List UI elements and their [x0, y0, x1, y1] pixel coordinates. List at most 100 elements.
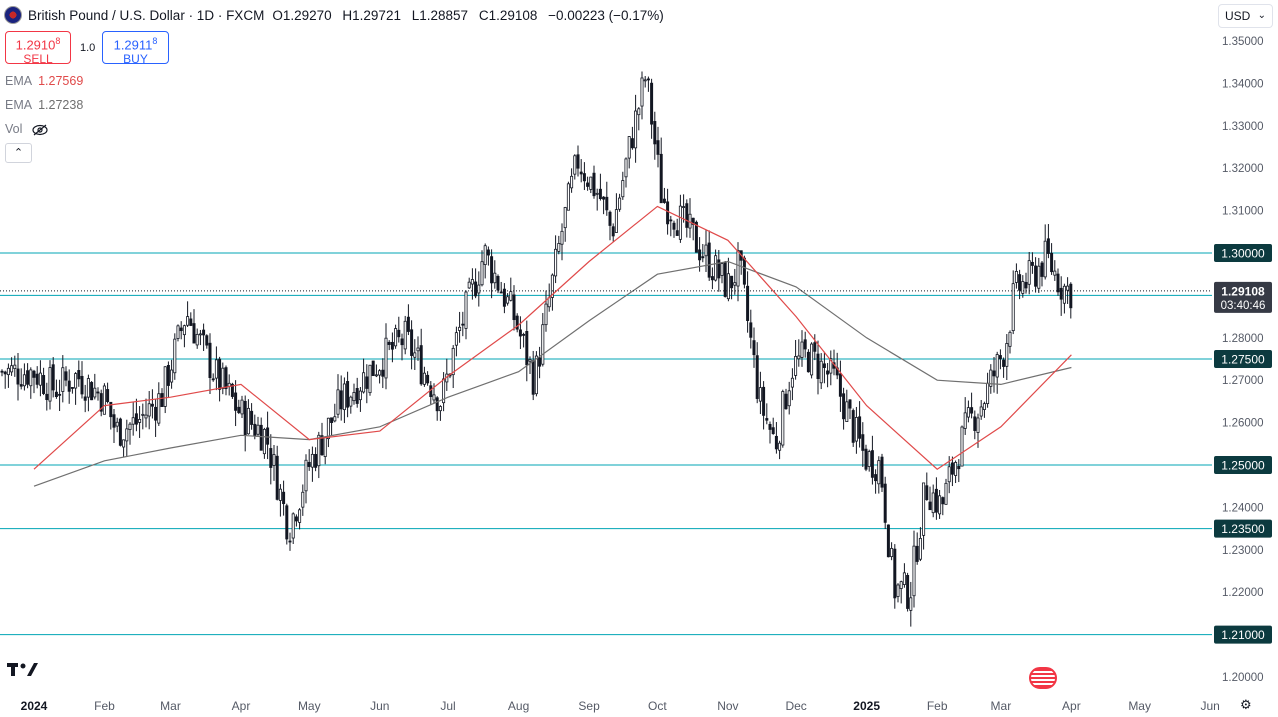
level-label: 1.21000 — [1221, 628, 1265, 642]
candle-body — [29, 369, 33, 387]
candle-body — [803, 339, 807, 350]
candle-body — [198, 333, 202, 336]
price-tick-label: 1.26000 — [1222, 418, 1264, 430]
candle-body — [403, 320, 407, 350]
low-value: 1.28857 — [419, 7, 469, 23]
candle-body — [243, 400, 247, 436]
candle-body — [794, 356, 798, 376]
candle-body — [573, 155, 577, 175]
candle-body — [35, 373, 39, 385]
candle-body — [621, 180, 625, 198]
candle-body — [301, 491, 305, 508]
eye-hidden-icon[interactable] — [32, 124, 48, 136]
candle-body — [333, 416, 337, 422]
time-tick-label: Mar — [160, 699, 181, 713]
candle-body — [150, 403, 154, 407]
candle-body — [826, 370, 830, 375]
candle-body — [1066, 285, 1070, 291]
candle-body — [422, 372, 426, 385]
candle-body — [13, 364, 17, 370]
current-price-bg — [1214, 281, 1272, 313]
candle-body — [848, 399, 852, 409]
candle-body — [896, 584, 900, 597]
tradingview-logo[interactable] — [7, 660, 39, 684]
candle-body — [173, 338, 177, 374]
candle-body — [413, 352, 417, 358]
ema-fast-legend[interactable]: EMA 1.27569 — [5, 74, 83, 88]
candle-body — [61, 367, 65, 392]
close-key: C — [478, 7, 489, 23]
candle-body — [704, 244, 708, 257]
candle-body — [352, 392, 356, 402]
settings-gear-icon[interactable]: ⚙ — [1240, 697, 1252, 712]
candle-body — [944, 482, 948, 505]
candle-body — [138, 419, 142, 423]
candle-body — [80, 375, 84, 395]
time-tick-label: Mar — [991, 699, 1012, 713]
time-axis[interactable]: 2024 Feb Mar Apr May Jun Jul Aug Sep Oct Nov Dec 202… — [21, 699, 1220, 713]
candle-body — [163, 366, 167, 407]
candle-body — [90, 382, 94, 401]
candle-body — [48, 367, 52, 402]
candle-body — [861, 434, 865, 451]
candle-body — [765, 418, 769, 421]
order-quantity[interactable]: 1.0 — [80, 42, 96, 54]
candle-body — [522, 333, 526, 336]
candle-body — [752, 340, 756, 356]
symbol-title[interactable]: British Pound / U.S. Dollar · 1D · FXCM — [28, 7, 265, 23]
economic-events-icon[interactable] — [1029, 667, 1057, 689]
time-tick-label: Feb — [927, 699, 948, 713]
candle-body — [189, 318, 193, 326]
ema-slow-legend[interactable]: EMA 1.27238 — [5, 98, 83, 112]
candle-body — [614, 209, 618, 233]
candle-body — [758, 387, 762, 402]
candle-body — [250, 410, 254, 425]
candle-body — [710, 276, 714, 281]
candle-body — [877, 460, 881, 485]
candle-body — [918, 537, 922, 560]
candle-body — [842, 393, 846, 420]
time-tick-label: Oct — [648, 699, 667, 713]
candle-body — [838, 373, 842, 397]
price-tick-label: 1.20000 — [1222, 672, 1264, 684]
candle-body — [224, 367, 228, 390]
candle-body — [810, 343, 814, 376]
candle-body — [125, 428, 129, 442]
candle-body — [419, 345, 423, 385]
candle-body — [202, 329, 206, 336]
candle-body — [70, 387, 74, 389]
candle-body — [307, 461, 311, 467]
collapse-legend-button[interactable]: ⌃ — [5, 143, 32, 163]
time-tick-label: Jul — [440, 699, 455, 713]
candle-body — [253, 423, 257, 437]
ema-slow-line — [33, 260, 1072, 487]
price-tick-label: 1.32000 — [1222, 163, 1264, 175]
candle-body — [874, 474, 878, 482]
candle-body — [474, 281, 478, 297]
horizontal-levels[interactable] — [0, 252, 1212, 636]
candle-body — [538, 357, 542, 367]
candle-body — [438, 406, 442, 412]
buy-button[interactable]: 1.29118 BUY — [102, 31, 169, 66]
candle-body — [240, 399, 244, 415]
candle-body — [650, 82, 654, 125]
close-value: 1.29108 — [488, 7, 538, 23]
candle-body — [957, 466, 961, 470]
candle-body — [992, 370, 996, 377]
candle-body — [470, 279, 474, 285]
volume-legend[interactable]: Vol — [5, 122, 48, 136]
candle-body — [662, 198, 666, 203]
candle-body — [608, 211, 612, 226]
price-axis[interactable]: 1.35000 1.34000 1.33000 1.32000 1.31000 1.280… — [1222, 36, 1264, 684]
candle-body — [506, 296, 510, 304]
candle-body — [941, 497, 945, 505]
currency-select[interactable]: USD ⌄ — [1218, 4, 1273, 28]
candle-body — [141, 413, 145, 416]
price-tick-label: 1.24000 — [1222, 502, 1264, 514]
candle-body — [1002, 359, 1006, 367]
price-tick-label: 1.22000 — [1222, 587, 1264, 599]
candle-body — [1027, 260, 1031, 285]
candle-body — [365, 376, 369, 389]
sell-button[interactable]: 1.29108 SELL — [5, 31, 71, 66]
